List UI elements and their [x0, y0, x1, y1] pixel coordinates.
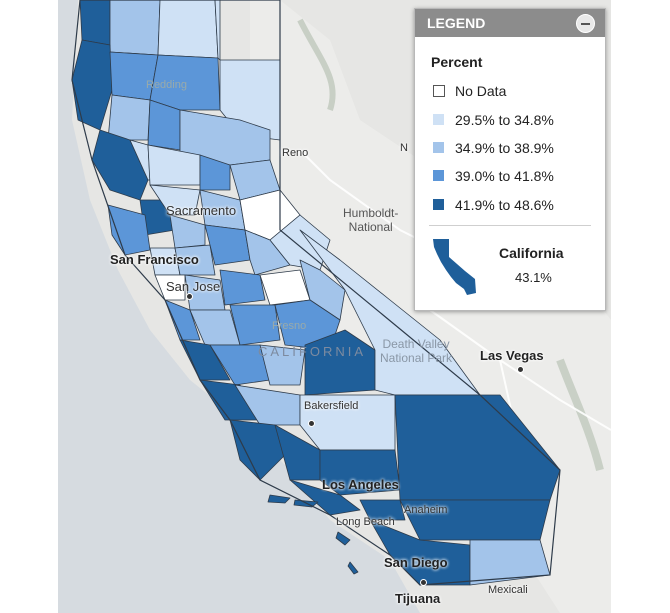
state-label: CALIFORNIA [258, 344, 367, 359]
summary-state-name: California [499, 245, 564, 261]
city-label-reno: Reno [282, 147, 309, 159]
city-label-san-francisco: San Francisco [110, 252, 199, 267]
county-shape [229, 419, 291, 481]
county-shape [347, 561, 359, 575]
county-shape [359, 499, 406, 521]
county-shape [164, 299, 201, 341]
legend-header: LEGEND [415, 9, 605, 37]
county-shape [109, 51, 159, 101]
county-shape [319, 449, 401, 496]
county-shape [169, 214, 206, 249]
county-shape [109, 0, 161, 56]
city-label-los-angeles: Los Angeles [322, 477, 399, 492]
city-label-mexicali: Mexicali [488, 584, 528, 596]
city-label-las-vegas: Las Vegas [480, 348, 544, 363]
legend-swatch [433, 114, 444, 125]
park-label: Death Valley National Park [380, 337, 453, 365]
city-dot-san-jose [186, 293, 193, 300]
summary-state-value: 43.1% [515, 270, 552, 285]
county-shape [394, 394, 561, 501]
city-dot-las-vegas [517, 366, 524, 373]
legend-title: LEGEND [427, 15, 486, 31]
city-dot-bakersfield [308, 420, 315, 427]
legend-panel: LEGEND Percent No Data 29.5% to 34.8% 34… [414, 8, 606, 311]
city-label-fresno: Fresno [272, 320, 307, 332]
county-layer[interactable] [71, 0, 561, 586]
legend-swatch [433, 199, 444, 210]
county-shape [79, 0, 111, 46]
county-shape [244, 229, 291, 276]
city-label-san-jose: San Jose [166, 279, 221, 294]
city-label-redding: Redding [146, 79, 187, 91]
county-shape [149, 54, 221, 111]
city-label-san-diego: San Diego [384, 555, 448, 570]
minus-circle-icon[interactable] [576, 14, 595, 33]
legend-subtitle: Percent [431, 54, 483, 70]
forest-label: Humboldt- National [343, 206, 399, 234]
california-state-icon [433, 239, 476, 295]
city-dot-tijuana [420, 579, 427, 586]
city-label-tijuana: Tijuana [395, 591, 441, 606]
city-label-anaheim: Anaheim [404, 504, 448, 516]
legend-swatch [433, 142, 444, 153]
county-shape [107, 204, 151, 256]
county-shape [219, 269, 266, 306]
county-shape [154, 274, 186, 301]
county-shape [259, 344, 306, 386]
state-outline [71, 0, 561, 586]
city-label-bakersfield: Bakersfield [304, 400, 359, 412]
county-shape [107, 94, 151, 141]
county-shape [174, 244, 216, 276]
county-shape [179, 339, 231, 381]
legend-swatch [433, 170, 444, 181]
county-shape [267, 494, 291, 504]
legend-swatch [433, 85, 445, 97]
county-shape [335, 531, 351, 546]
county-shape [229, 304, 281, 346]
city-label-long-beach: Long Beach [336, 516, 395, 528]
county-shape [157, 0, 219, 59]
city-label-sacramento: Sacramento [166, 203, 237, 218]
county-shape [149, 184, 201, 216]
legend-divider [429, 225, 591, 226]
map-label-fragment: N [400, 142, 408, 154]
county-shape [199, 154, 231, 191]
county-shape [299, 259, 346, 321]
